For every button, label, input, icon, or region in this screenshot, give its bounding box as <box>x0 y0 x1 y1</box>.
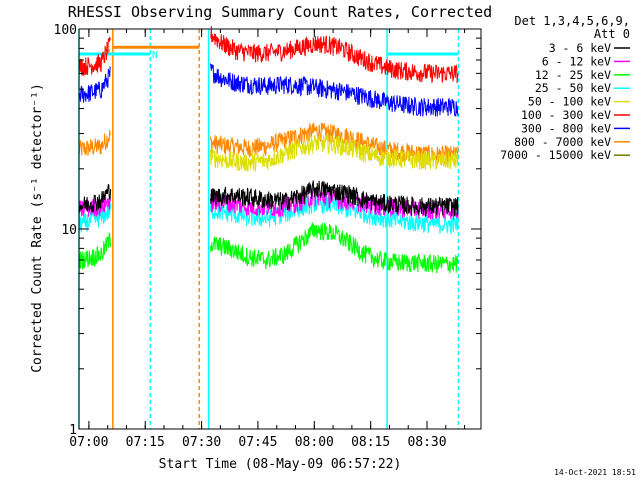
x-tick-label-6: 08:30 <box>407 435 446 450</box>
legend-label-100-300-kev: 100 - 300 keV <box>521 108 611 122</box>
x-tick-label-0: 07:00 <box>69 435 108 450</box>
series-6-12-kev-segment-1 <box>210 188 459 220</box>
legend-label-50-100-kev: 50 - 100 keV <box>528 95 611 109</box>
x-tick-label-2: 07:30 <box>182 435 221 450</box>
legend-label-6-12-kev: 6 - 12 keV <box>542 54 611 68</box>
series-800-7000-kev-segment-1 <box>210 122 459 165</box>
y-tick-label-0: 1 <box>69 423 77 438</box>
x-tick-label-5: 08:15 <box>351 435 390 450</box>
x-tick-label-3: 07:45 <box>238 435 277 450</box>
legend-title-line-2: Att 0 <box>594 27 630 41</box>
x-axis-label: Start Time (08-May-09 06:57:22) <box>159 457 402 472</box>
series-100-300-kev-segment-1 <box>210 25 459 84</box>
series-3-6-kev-segment-1 <box>210 180 459 218</box>
axes: 1 10 100 07:00 07:15 07:30 07:45 08:00 08:15 08:3… <box>54 23 482 450</box>
series-12-25-kev-segment-0 <box>78 232 112 270</box>
legend-label-800-7000-kev: 800 - 7000 keV <box>514 135 611 149</box>
y-tick-label-1: 10 <box>61 223 77 238</box>
y-axis-label: Corrected Count Rate (s⁻¹ detector⁻¹) <box>30 83 45 373</box>
chart-title: RHESSI Observing Summary Count Rates, Co… <box>68 3 492 21</box>
series-50-100-kev-segment-0 <box>210 134 459 173</box>
series-100-300-kev-segment-0 <box>78 36 111 76</box>
series-3-6-kev-segment-0 <box>78 183 112 216</box>
legend-label-7000-15000-kev: 7000 - 15000 keV <box>500 148 611 162</box>
series-12-25-kev-segment-1 <box>210 221 459 274</box>
legend-label-25-50-kev: 25 - 50 keV <box>535 81 611 95</box>
x-tick-label-1: 07:15 <box>126 435 165 450</box>
timestamp: 14-Oct-2021 18:51 <box>554 468 636 477</box>
plot-area: SN <box>78 25 460 429</box>
annotation-label-1: N <box>152 50 158 61</box>
series-25-50-kev-segment-1 <box>210 193 459 235</box>
y-tick-label-2: 100 <box>54 23 77 38</box>
series-300-800-kev-segment-0 <box>78 65 111 103</box>
legend-title-line-1: Det 1,3,4,5,6,9, <box>514 14 630 28</box>
x-tick-label-4: 08:00 <box>295 435 334 450</box>
legend-label-12-25-kev: 12 - 25 keV <box>535 68 611 82</box>
series-300-800-kev-segment-1 <box>210 63 459 117</box>
annotation-label-0: S <box>105 44 111 55</box>
legend-label-300-800-kev: 300 - 800 keV <box>521 121 611 135</box>
series-800-7000-kev-segment-0 <box>78 129 112 156</box>
legend-label-3-6-kev: 3 - 6 keV <box>549 41 611 55</box>
